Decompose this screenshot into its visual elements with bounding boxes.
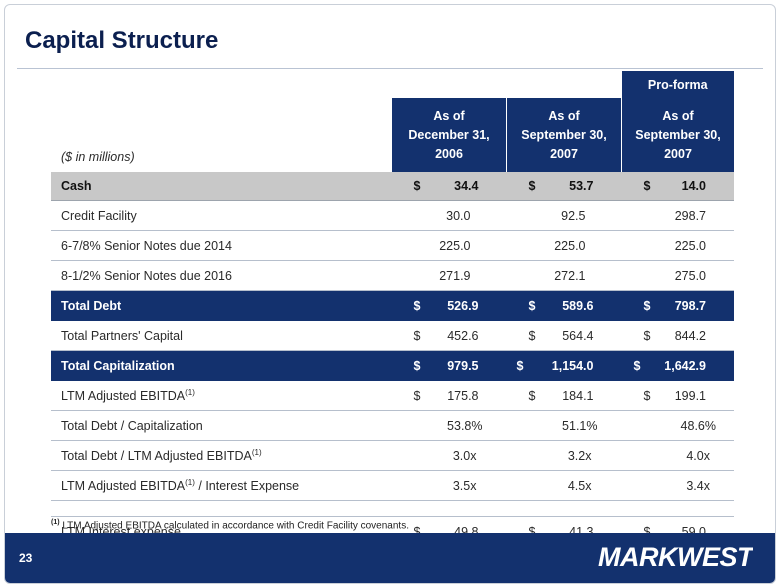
cell-value: 30.0 (391, 200, 507, 231)
row-notes-2016: 8-1/2% Senior Notes due 2016 271.9 272.1… (51, 260, 734, 291)
cell-value: 92.5 (506, 200, 622, 231)
row-debt-to-capitalization: Total Debt / Capitalization 53.8% 51.1% … (51, 410, 734, 441)
cell-value: $798.7 (621, 290, 734, 321)
cell-value: 3.4x (621, 470, 734, 501)
cell-value: $526.9 (391, 290, 507, 321)
footer-band: 23 MARKWEST (5, 533, 775, 583)
cell-value: $589.6 (506, 290, 622, 321)
row-total-debt: Total Debt $526.9 $589.6 $798.7 (51, 290, 734, 321)
markwest-logo: MARKWEST (598, 542, 753, 572)
cell-value: $175.8 (391, 380, 507, 411)
proforma-header-row: Pro-forma (51, 71, 734, 98)
row-label: 8-1/2% Senior Notes due 2016 (51, 260, 392, 291)
row-notes-2014: 6-7/8% Senior Notes due 2014 225.0 225.0… (51, 230, 734, 261)
cell-value: 225.0 (506, 230, 622, 261)
page-title: Capital Structure (25, 27, 219, 54)
cell-value: $564.4 (506, 320, 622, 351)
cell-value: $844.2 (621, 320, 734, 351)
row-credit-facility: Credit Facility 30.0 92.5 298.7 (51, 200, 734, 231)
cell-value: $14.0 (621, 172, 734, 201)
row-label: Total Debt (51, 290, 392, 321)
row-debt-to-ebitda: Total Debt / LTM Adjusted EBITDA(1) 3.0x… (51, 440, 734, 471)
proforma-label: Pro-forma (621, 71, 734, 98)
capital-structure-table: Pro-forma ($ in millions) As of December… (51, 71, 734, 547)
cell-value: 3.5x (391, 470, 507, 501)
row-label: LTM Adjusted EBITDA(1) / Interest Expens… (51, 470, 392, 501)
cell-value: 3.2x (506, 440, 622, 471)
cell-value: $34.4 (391, 172, 507, 201)
footnote: (1) LTM Adjusted EBITDA calculated in ac… (51, 519, 409, 532)
cell-value: $1,642.9 (621, 350, 734, 381)
svg-text:MARKWEST: MARKWEST (598, 542, 753, 572)
cell-value: 271.9 (391, 260, 507, 291)
row-label: Total Debt / LTM Adjusted EBITDA(1) (51, 440, 392, 471)
cell-value: $1,154.0 (506, 350, 622, 381)
cell-value: 51.1% (506, 410, 622, 441)
units-label: ($ in millions) (61, 150, 135, 164)
cell-value: 298.7 (621, 200, 734, 231)
row-spacer (51, 500, 734, 517)
cell-value: 225.0 (621, 230, 734, 261)
row-label: Credit Facility (51, 200, 392, 231)
cell-value: $979.5 (391, 350, 507, 381)
row-partners-capital: Total Partners' Capital $452.6 $564.4 $8… (51, 320, 734, 351)
cell-value: 4.5x (506, 470, 622, 501)
title-divider (17, 68, 763, 69)
cell-value: $53.7 (506, 172, 622, 201)
column-header-proforma-sep-2007: As of September 30, 2007 (621, 98, 734, 172)
row-label: Total Debt / Capitalization (51, 410, 392, 441)
row-label: 6-7/8% Senior Notes due 2014 (51, 230, 392, 261)
cell-value: $184.1 (506, 380, 622, 411)
row-ltm-ebitda: LTM Adjusted EBITDA(1) $175.8 $184.1 $19… (51, 380, 734, 411)
row-label: Total Capitalization (51, 350, 392, 381)
column-header-dec-2006: As of December 31, 2006 (391, 98, 507, 172)
page-number: 23 (19, 551, 33, 565)
row-ebitda-to-interest: LTM Adjusted EBITDA(1) / Interest Expens… (51, 470, 734, 501)
cell-value: 48.6% (621, 410, 734, 441)
column-header-sep-2007: As of September 30, 2007 (506, 98, 622, 172)
cell-value: 272.1 (506, 260, 622, 291)
cell-value: 225.0 (391, 230, 507, 261)
cell-value: 275.0 (621, 260, 734, 291)
row-label: Total Partners' Capital (51, 320, 392, 351)
cell-value: 53.8% (391, 410, 507, 441)
cell-value: $452.6 (391, 320, 507, 351)
row-label: Cash (51, 172, 392, 201)
column-header-row: ($ in millions) As of December 31, 2006 … (51, 98, 734, 172)
row-cash: Cash $34.4 $53.7 $14.0 (51, 172, 734, 201)
cell-value: $199.1 (621, 380, 734, 411)
row-total-capitalization: Total Capitalization $979.5 $1,154.0 $1,… (51, 350, 734, 381)
cell-value: 3.0x (391, 440, 507, 471)
row-label: LTM Adjusted EBITDA(1) (51, 380, 392, 411)
slide: Capital Structure Pro-forma ($ in millio… (4, 4, 776, 584)
cell-value: 4.0x (621, 440, 734, 471)
